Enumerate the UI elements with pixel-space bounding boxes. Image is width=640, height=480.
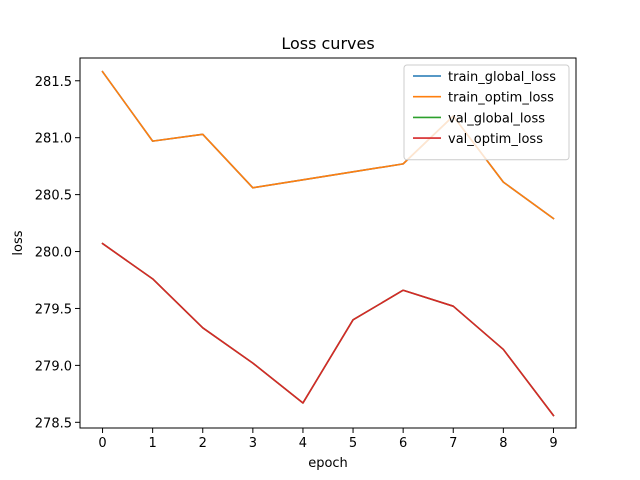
x-tick-label: 1 xyxy=(149,436,157,451)
x-tick-label: 7 xyxy=(449,436,457,451)
x-tick-label: 5 xyxy=(349,436,357,451)
x-tick-label: 0 xyxy=(98,436,106,451)
x-tick-label: 3 xyxy=(249,436,257,451)
y-tick-label: 279.5 xyxy=(35,302,72,317)
legend-box xyxy=(403,64,570,161)
legend: train_global_loss train_optim_loss val_glo… xyxy=(403,64,570,161)
legend-label: val_global_loss xyxy=(448,111,545,126)
y-tick-label: 281.0 xyxy=(35,132,72,147)
x-tick-label: 6 xyxy=(399,436,407,451)
y-axis-label: loss xyxy=(11,230,26,255)
chart-title: Loss curves xyxy=(281,34,374,53)
x-tick-label: 2 xyxy=(199,436,207,451)
legend-label: val_optim_loss xyxy=(448,132,543,147)
legend-label: train_global_loss xyxy=(448,70,556,85)
y-tick-label: 280.5 xyxy=(35,189,72,204)
plot-area-frame xyxy=(79,57,577,429)
x-tick-label: 8 xyxy=(499,436,507,451)
y-tick-label: 278.5 xyxy=(35,416,72,431)
y-tick-label: 279.0 xyxy=(35,359,72,374)
x-tick-label: 9 xyxy=(549,436,557,451)
legend-label: train_optim_loss xyxy=(448,91,554,106)
x-tick-label: 4 xyxy=(299,436,307,451)
series-line-val-optim-loss xyxy=(101,242,555,417)
y-tick-label: 281.5 xyxy=(35,75,72,90)
x-axis-label: epoch xyxy=(308,456,348,471)
y-tick-label: 280.0 xyxy=(35,246,72,261)
